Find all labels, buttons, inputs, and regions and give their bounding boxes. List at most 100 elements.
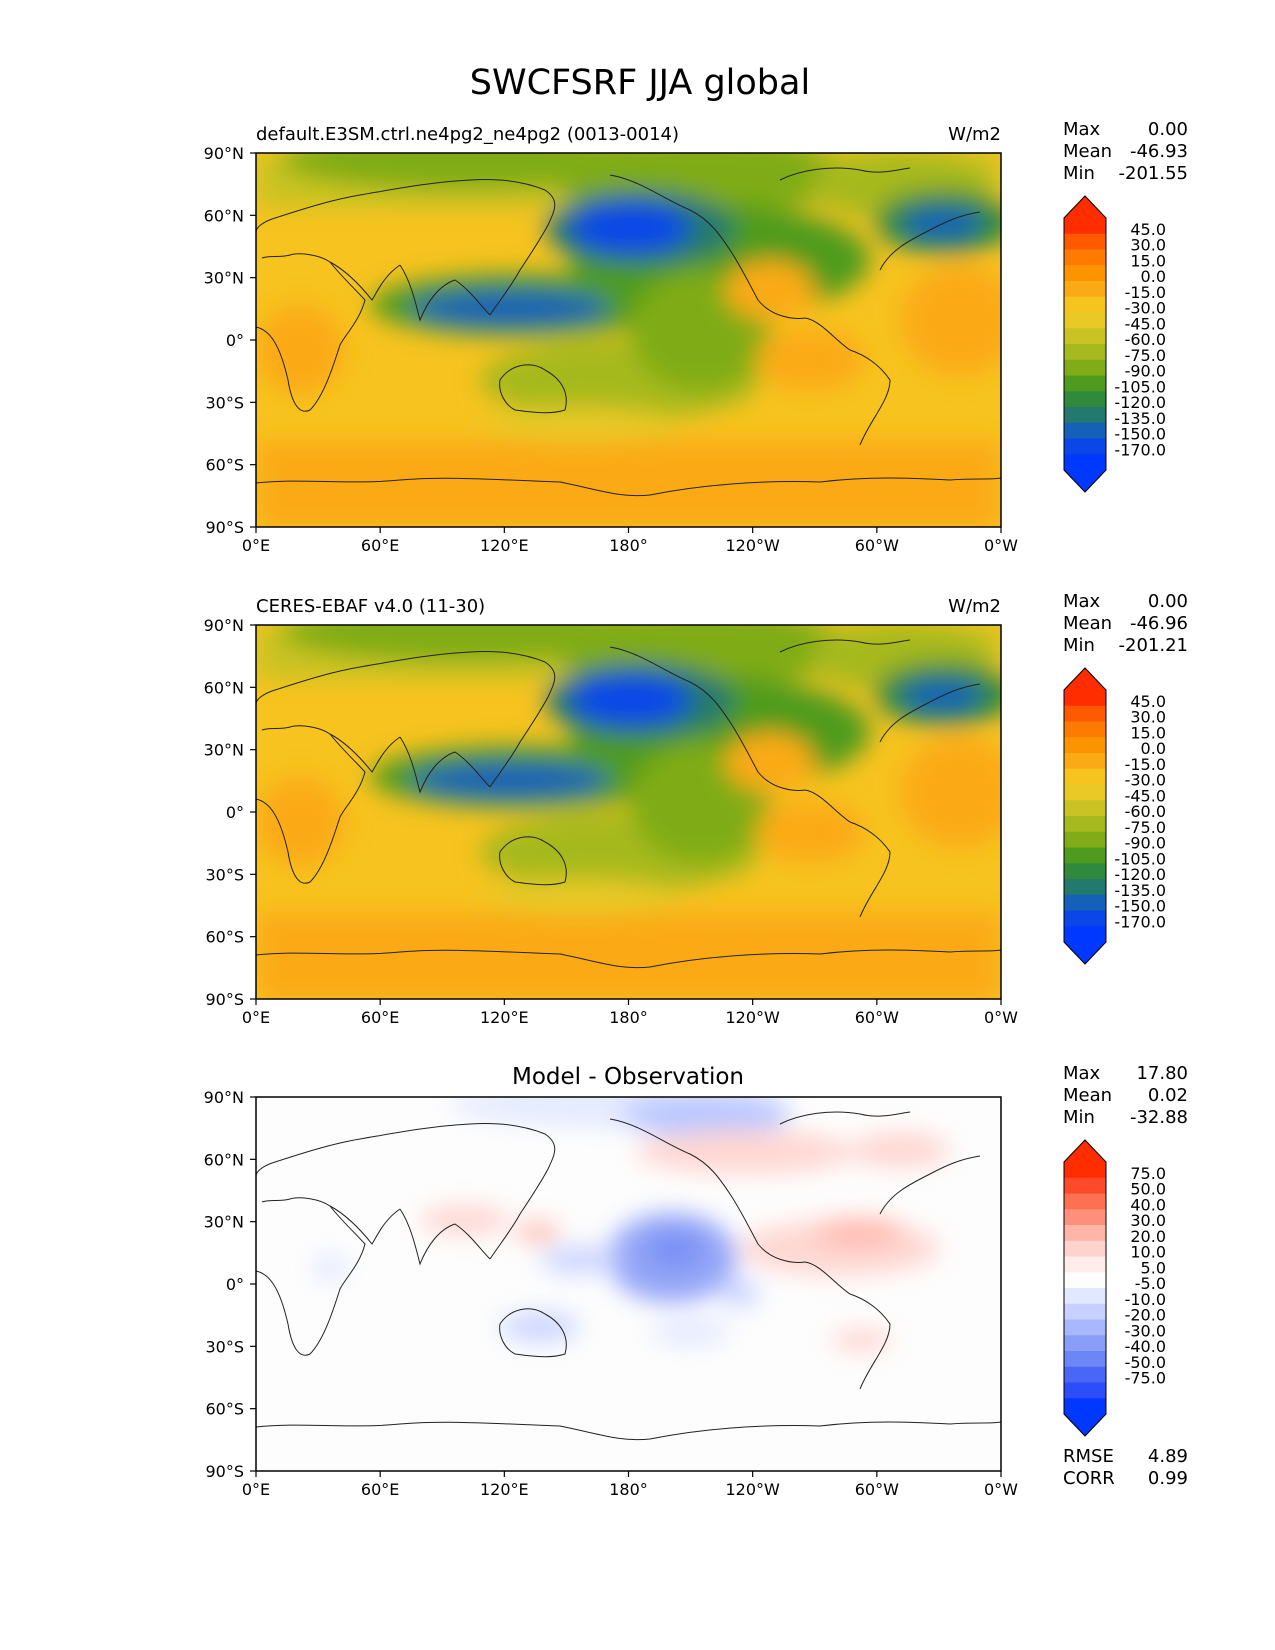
y-tick-label: 30°S — [205, 393, 244, 412]
x-tick-label: 120°W — [725, 1008, 780, 1027]
colorbar-swatch — [1064, 1240, 1106, 1258]
y-tick-label: 90°S — [205, 518, 244, 537]
colorbar-swatch — [1064, 265, 1106, 282]
colorbar-label: -170.0 — [1114, 440, 1166, 459]
stat-mean-label: Mean — [1063, 1085, 1112, 1106]
colorbar-label: -120.0 — [1114, 393, 1166, 412]
y-tick-label: 30°N — [204, 269, 244, 288]
x-axis-ticks: 0°E 60°E 120°E 180° 120°W 60°W 0°W — [242, 1471, 1018, 1499]
colorbar-swatch — [1064, 784, 1106, 801]
colorbar-swatch — [1064, 1193, 1106, 1210]
x-tick-label: 60°E — [361, 1008, 399, 1027]
y-tick-label: 0° — [226, 331, 244, 350]
x-tick-label: 0°W — [984, 1480, 1018, 1499]
colorbar-swatch — [1064, 1382, 1106, 1399]
x-tick-label: 60°W — [855, 1008, 899, 1027]
stats-block: Max 0.00 Mean -46.93 Min -201.55 — [1063, 119, 1188, 184]
colorbar-outline — [1063, 1139, 1107, 1437]
coastlines — [256, 167, 1001, 497]
colorbar-label: -105.0 — [1114, 849, 1166, 868]
colorbar-label: -10.0 — [1125, 1290, 1166, 1309]
field-reference — [256, 625, 1001, 999]
colorbar-swatch — [1064, 910, 1106, 927]
y-tick-label: 30°N — [204, 741, 244, 760]
colorbar-extend-min — [1064, 1414, 1106, 1436]
colorbar-extend-max — [1064, 196, 1106, 218]
colorbar-label: -45.0 — [1125, 314, 1166, 333]
colorbar-swatch — [1064, 1256, 1106, 1273]
colorbar-swatch — [1064, 249, 1106, 266]
colorbar-label: -105.0 — [1114, 377, 1166, 396]
colorbar-swatch — [1064, 438, 1106, 455]
y-tick-label: 60°N — [204, 206, 244, 225]
colorbar-swatch — [1064, 1351, 1106, 1368]
colorbar-swatch — [1064, 375, 1106, 392]
x-tick-label: 0°E — [242, 1008, 270, 1027]
colorbar-label: -45.0 — [1125, 786, 1166, 805]
colorbar-label: 45.0 — [1130, 220, 1166, 239]
x-tick-label: 60°W — [855, 1480, 899, 1499]
colorbar-swatch — [1064, 1162, 1106, 1179]
colorbar-label: 40.0 — [1130, 1195, 1166, 1214]
x-tick-label: 0°E — [242, 1480, 270, 1499]
colorbar-swatch — [1064, 1366, 1106, 1384]
x-tick-label: 0°W — [984, 1008, 1018, 1027]
coastlines — [256, 639, 1001, 969]
stat-mean-label: Mean — [1063, 141, 1112, 162]
y-tick-label: 30°S — [205, 1337, 244, 1356]
y-tick-label: 0° — [226, 1275, 244, 1294]
coastlines — [256, 1111, 1001, 1441]
colorbar-label: 45.0 — [1130, 692, 1166, 711]
x-tick-label: 60°E — [361, 536, 399, 555]
y-tick-label: 60°S — [205, 456, 244, 475]
colorbar-label: 30.0 — [1130, 236, 1166, 255]
colorbar-label: -60.0 — [1125, 330, 1166, 349]
stat-corr-value: 0.99 — [1148, 1468, 1188, 1489]
y-axis-ticks: 90°N 60°N 30°N 0° 30°S 60°S 90°S — [204, 616, 256, 1009]
colorbar-swatch — [1064, 800, 1106, 817]
colorbar-swatch — [1064, 894, 1106, 912]
stat-max-value: 0.00 — [1148, 119, 1188, 140]
y-tick-label: 90°N — [204, 616, 244, 635]
x-tick-label: 60°E — [361, 1480, 399, 1499]
colorbar-swatch — [1064, 847, 1106, 864]
colorbar-swatch — [1064, 1319, 1106, 1336]
colorbar-swatch — [1064, 705, 1106, 723]
colorbar-swatch — [1064, 422, 1106, 440]
colorbar-swatch — [1064, 816, 1106, 833]
colorbar-label: 50.0 — [1130, 1180, 1166, 1199]
colorbar-swatch — [1064, 1209, 1106, 1226]
colorbar-label: -90.0 — [1125, 362, 1166, 381]
colorbar-swatch — [1064, 1335, 1106, 1352]
colorbar: 45.030.015.00.0-15.0-30.0-45.0-60.0-75.0… — [1063, 667, 1166, 965]
colorbar-label: -135.0 — [1114, 409, 1166, 428]
colorbar-swatch — [1064, 879, 1106, 896]
panel-right-title: W/m2 — [948, 124, 1001, 145]
stat-mean-value: -46.93 — [1130, 141, 1188, 162]
colorbar-swatch — [1064, 721, 1106, 738]
colorbar-label: -30.0 — [1125, 771, 1166, 790]
colorbar-swatch — [1064, 768, 1106, 786]
y-tick-label: 0° — [226, 803, 244, 822]
colorbar-label: -150.0 — [1114, 897, 1166, 916]
x-tick-label: 60°W — [855, 536, 899, 555]
colorbar-swatch — [1064, 1288, 1106, 1305]
x-tick-label: 0°E — [242, 536, 270, 555]
y-axis-ticks: 90°N 60°N 30°N 0° 30°S 60°S 90°S — [204, 1088, 256, 1481]
colorbar-swatch — [1064, 1225, 1106, 1242]
y-tick-label: 60°S — [205, 1400, 244, 1419]
y-tick-label: 90°N — [204, 1088, 244, 1107]
colorbar-label: -90.0 — [1125, 834, 1166, 853]
colorbar-label: -30.0 — [1125, 1321, 1166, 1340]
x-tick-label: 0°W — [984, 536, 1018, 555]
y-tick-label: 60°N — [204, 678, 244, 697]
stats-block: Max 0.00 Mean -46.96 Min -201.21 — [1063, 591, 1188, 656]
colorbar-swatch — [1064, 328, 1106, 345]
panel-left-title: CERES-EBAF v4.0 (11-30) — [256, 596, 485, 617]
stat-min-value: -201.55 — [1119, 163, 1188, 184]
colorbar-label: 30.0 — [1130, 1211, 1166, 1230]
x-axis-ticks: 0°E 60°E 120°E 180° 120°W 60°W 0°W — [242, 527, 1018, 555]
colorbar-swatch — [1064, 1398, 1106, 1415]
stat-corr-label: CORR — [1063, 1468, 1115, 1489]
